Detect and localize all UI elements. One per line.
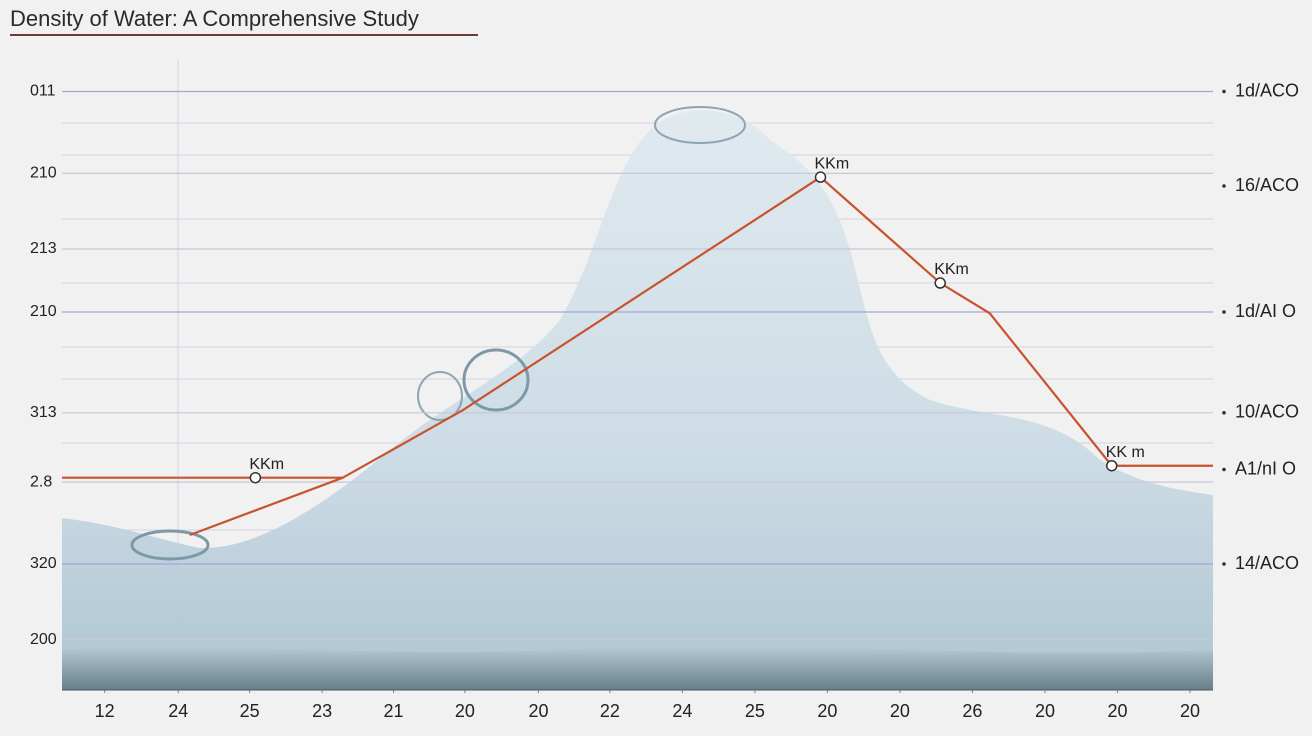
y-tick-label: 2.8 (30, 473, 52, 490)
x-tick-label: 20 (528, 701, 548, 721)
y2-tick (1222, 467, 1226, 472)
y2-tick (1222, 184, 1226, 188)
x-tick-label: 25 (240, 701, 260, 721)
water-ripple (62, 646, 1213, 690)
y2-tick-label: 1d/AI O (1235, 301, 1296, 321)
y2-tick (1222, 89, 1226, 94)
x-tick-label: 24 (168, 701, 188, 721)
chart-title: Density of Water: A Comprehensive Study (10, 6, 419, 31)
y-tick-label: 200 (30, 631, 57, 648)
x-tick-label: 22 (600, 701, 620, 721)
y2-tick-label: A1/nI O (1235, 458, 1296, 478)
x-tick-label: 26 (962, 701, 982, 721)
x-tick-label: 24 (672, 701, 692, 721)
y-tick-label: 213 (30, 240, 57, 257)
x-tick-label: 20 (1035, 701, 1055, 721)
y2-tick (1222, 411, 1226, 415)
point (934, 277, 946, 289)
point-label: KKm (249, 456, 284, 473)
x-tick-label: 20 (1180, 701, 1200, 721)
droplet (417, 371, 463, 421)
x-tick-label: 25 (745, 701, 765, 721)
x-tick-label: 23 (312, 701, 332, 721)
y2-tick (1222, 562, 1226, 566)
y-tick-label: 210 (30, 165, 57, 182)
water (62, 110, 1213, 690)
x-tick-label: 12 (95, 701, 115, 721)
y2-tick-label: 16/ACO (1235, 175, 1299, 195)
x-tick-label: 20 (817, 701, 837, 721)
x-tick-label: 20 (455, 701, 475, 721)
y2-tick-label: 1d/ACO (1235, 80, 1299, 100)
x-tick-label: 20 (890, 701, 910, 721)
y-tick-label: 313 (30, 404, 57, 421)
x-tick-label: 21 (383, 701, 403, 721)
point-label: KKm (934, 261, 969, 278)
y-tick-label: 320 (30, 555, 57, 572)
point-label: KK m (1106, 444, 1145, 461)
point (1105, 459, 1118, 472)
droplet (462, 348, 530, 412)
y2-tick-label: 10/ACO (1235, 402, 1299, 422)
point (249, 471, 262, 484)
point (814, 171, 827, 183)
line (189, 476, 344, 537)
y-tick-label: 011 (30, 83, 56, 100)
y2-tick-label: 14/ACO (1235, 553, 1299, 573)
y2-tick (1222, 310, 1226, 314)
droplet (654, 106, 746, 144)
point-label: KKm (815, 155, 850, 172)
droplet (130, 529, 210, 561)
x-tick-label: 20 (1107, 701, 1127, 721)
y-tick-label: 210 (30, 303, 57, 320)
